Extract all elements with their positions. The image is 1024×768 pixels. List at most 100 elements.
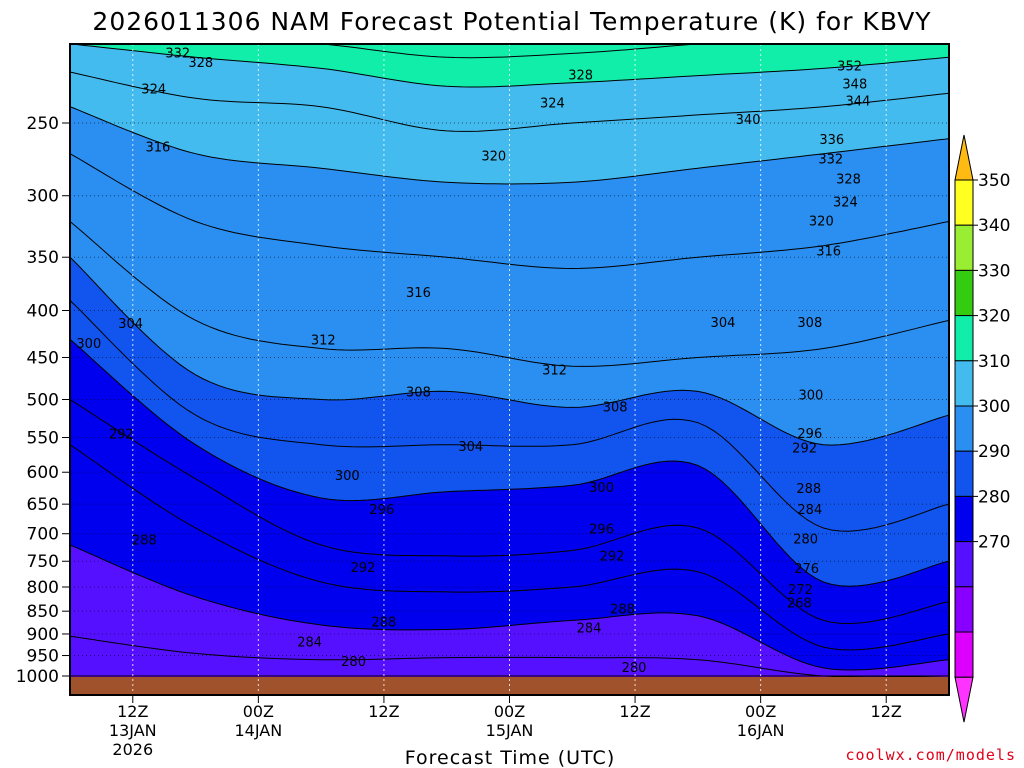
contour-label-300: 300 <box>335 469 360 484</box>
contour-label-292: 292 <box>792 441 817 456</box>
colorbar-segment <box>954 360 974 407</box>
contour-label-304: 304 <box>118 317 143 332</box>
contour-label-296: 296 <box>797 427 822 442</box>
contour-label-284: 284 <box>797 503 822 518</box>
contour-label-316: 316 <box>406 286 431 301</box>
contour-label-296: 296 <box>369 503 394 518</box>
contour-label-348: 348 <box>842 78 867 93</box>
y-tick-label: 450 <box>27 348 59 368</box>
x-tick-label: 15JAN <box>486 721 534 740</box>
y-tick-label: 650 <box>27 495 59 515</box>
y-tick-label: 900 <box>27 625 59 645</box>
colorbar-segment <box>954 450 974 497</box>
contour-label-300: 300 <box>589 481 614 496</box>
colorbar-label: 290 <box>978 442 1010 462</box>
contour-label-292: 292 <box>600 549 625 564</box>
contour-label-268: 268 <box>787 597 812 612</box>
site-credit: coolwx.com/models <box>845 746 1016 764</box>
contour-labels: 3323283243163203283243523483443403363323… <box>76 46 870 675</box>
contour-label-280: 280 <box>793 532 818 547</box>
y-tick-label: 1000 <box>16 667 59 687</box>
colorbar-label: 280 <box>978 487 1010 507</box>
x-tick-label: 12Z <box>368 702 399 721</box>
x-tick-label: 16JAN <box>737 721 785 740</box>
contour-label-280: 280 <box>341 655 366 670</box>
colorbar-label: 300 <box>978 397 1010 417</box>
contour-label-312: 312 <box>542 364 567 379</box>
isentrope-344 <box>70 0 949 1</box>
colorbar-segment <box>954 586 974 633</box>
isentrope-304 <box>70 300 949 532</box>
grid-lines <box>70 44 949 695</box>
x-tick-label: 00Z <box>494 702 525 721</box>
x-tick-label: 00Z <box>243 702 274 721</box>
colorbar-segment <box>954 631 974 678</box>
contour-label-316: 316 <box>816 244 841 259</box>
y-tick-label: 950 <box>27 647 59 667</box>
colorbar-segment <box>954 495 974 543</box>
y-tick-label: 850 <box>27 602 59 622</box>
colorbar-segment <box>954 269 974 317</box>
contour-label-296: 296 <box>589 523 614 538</box>
y-tick-label: 750 <box>27 552 59 572</box>
contour-label-344: 344 <box>846 95 871 110</box>
contour-label-288: 288 <box>610 602 635 617</box>
colorbar-label: 310 <box>978 352 1010 372</box>
contour-label-292: 292 <box>351 561 376 576</box>
colorbar-bottom-arrow <box>954 676 974 723</box>
contour-label-288: 288 <box>372 616 397 631</box>
colorbar: 350 340 330 320 310 300 290 280 270 <box>954 134 1010 723</box>
contour-label-300: 300 <box>76 337 101 352</box>
contour-label-340: 340 <box>736 113 761 128</box>
contour-label-304: 304 <box>458 440 483 455</box>
colorbar-segment <box>954 315 974 362</box>
contour-label-320: 320 <box>809 214 834 229</box>
contour-label-332: 332 <box>818 153 843 168</box>
y-tick-label: 250 <box>27 114 59 134</box>
isentrope-328 <box>70 44 949 88</box>
contour-label-324: 324 <box>540 96 565 111</box>
x-tick-label: 12Z <box>871 702 902 721</box>
contour-label-292: 292 <box>109 428 134 443</box>
y-tick-label: 550 <box>27 429 59 449</box>
contour-label-316: 316 <box>145 141 170 156</box>
y-tick-label: 500 <box>27 391 59 411</box>
contour-label-332: 332 <box>165 46 190 61</box>
y-tick-label: 400 <box>27 301 59 321</box>
colorbar-segment <box>954 405 974 452</box>
isentrope-332 <box>317 44 702 59</box>
y-tick-label: 600 <box>27 463 59 483</box>
contour-label-324: 324 <box>833 195 858 210</box>
x-tick-label: 12Z <box>619 702 650 721</box>
isentrope-312 <box>70 221 949 367</box>
contour-label-328: 328 <box>188 56 213 71</box>
contour-label-288: 288 <box>796 482 821 497</box>
contour-label-308: 308 <box>603 400 628 415</box>
y-tick-label: 300 <box>27 187 59 207</box>
colorbar-label: 270 <box>978 533 1010 553</box>
contour-label-284: 284 <box>297 636 322 651</box>
contour-label-312: 312 <box>311 333 336 348</box>
potential-temperature-fill <box>70 44 949 695</box>
y-tick-label: 350 <box>27 248 59 268</box>
contour-label-336: 336 <box>819 133 844 148</box>
contour-label-308: 308 <box>797 316 822 331</box>
contour-label-324: 324 <box>141 83 166 98</box>
contour-label-272: 272 <box>788 583 813 598</box>
x-axis-label: Forecast Time (UTC) <box>405 747 615 768</box>
isentrope-284 <box>70 635 949 678</box>
contour-label-284: 284 <box>577 622 602 637</box>
x-tick-label: 00Z <box>745 702 776 721</box>
y-tick-label: 800 <box>27 578 59 598</box>
contour-label-300: 300 <box>798 388 823 403</box>
x-tick-label: 12Z <box>117 702 148 721</box>
colorbar-segment <box>954 541 974 588</box>
y-axis: 250 300 350 400 450 500 550 600 650 700 750 800 850 9… <box>16 114 70 687</box>
colorbar-segment <box>954 179 974 226</box>
contour-label-328: 328 <box>836 172 861 187</box>
x-tick-label: 2026 <box>112 740 153 759</box>
contour-label-328: 328 <box>568 69 593 84</box>
x-tick-label: 13JAN <box>109 721 157 740</box>
